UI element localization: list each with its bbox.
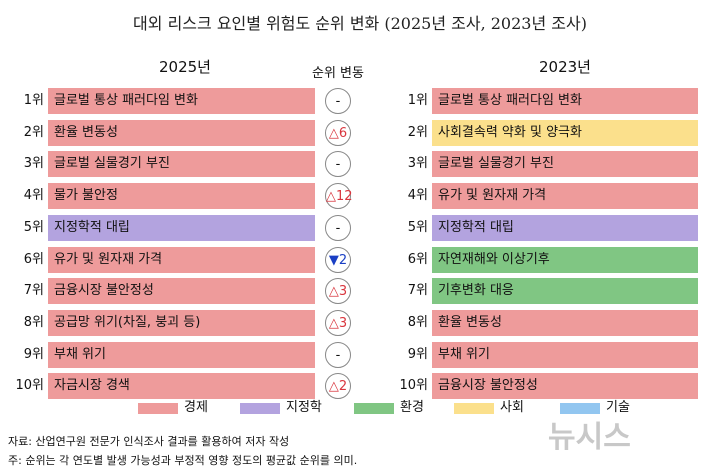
rank-label: 4위 [407,188,428,204]
rank-label: 1위 [407,93,428,108]
risk-bar: 물가 불안정 [48,183,315,210]
risk-bar: 공급망 위기(차질, 붕괴 등) [48,309,315,336]
source-note: 자료: 산업연구원 전문가 인식조사 결과를 활용하여 저자 작성 [8,435,290,448]
risk-bar: 글로벌 통상 패러다임 변화 [48,88,315,114]
rank-change: - [325,88,351,114]
title: 대외 리스크 요인별 위험도 순위 변화 (2025년 조사, 2023년 조사… [133,14,587,33]
rank-label: 1위 [23,93,44,108]
risk-bar: 유가 및 원자재 가격 [432,183,698,210]
risk-bar: 자금시장 경색 [48,373,315,400]
risk-bar: 기후변화 대응 [432,278,698,305]
rank-label: 2위 [23,124,44,140]
rank-change: △3 [325,278,351,305]
rank-change: ▼2 [325,246,351,273]
legend-swatch [454,403,494,414]
legend-swatch [240,403,280,414]
legend-label: 사회 [500,400,524,415]
legend-label: 경제 [184,400,208,415]
risk-bar: 글로벌 실물경기 부진 [48,151,315,178]
legend-swatch [354,403,394,414]
rank-label: 3위 [23,156,44,172]
rank-label: 9위 [23,346,44,362]
rank-change: △2 [325,373,351,400]
footnote: 주: 순위는 각 연도별 발생 가능성과 부정적 영향 정도의 평균값 순위를 … [8,454,358,467]
risk-bar: 금융시장 불안정성 [48,278,315,305]
rank-label: 10위 [399,378,428,394]
watermark: 뉴시스 [548,420,631,455]
rank-label: 7위 [407,283,428,299]
rank-label: 6위 [23,251,44,267]
rank-label: 9위 [407,346,428,362]
legend-label: 기술 [606,400,630,415]
legend-swatch [560,403,600,414]
risk-bar: 부채 위기 [48,341,315,368]
rank-label: 2위 [407,124,428,140]
risk-bar: 유가 및 원자재 가격 [48,246,315,273]
rank-change: △6 [325,119,351,146]
risk-bar: 금융시장 불안정성 [432,373,698,400]
header-2023: 2023년 [539,58,591,76]
rank-label: 8위 [407,314,428,330]
rank-change: △3 [325,309,351,336]
rank-change: - [325,214,351,241]
risk-bar: 부채 위기 [432,341,698,368]
rank-label: 8위 [23,314,44,330]
legend-label: 환경 [400,400,424,415]
risk-bar: 환율 변동성 [432,309,698,336]
header-change: 순위 변동 [312,66,364,81]
legend-label: 지정학 [286,400,322,415]
risk-bar: 자연재해와 이상기후 [432,246,698,273]
risk-bar: 환율 변동성 [48,119,315,146]
rank-label: 6위 [407,251,428,267]
rank-label: 5위 [407,219,428,235]
rank-change: - [325,341,351,368]
legend-swatch [138,403,178,414]
risk-bar: 지정학적 대립 [48,214,315,241]
risk-bar: 사회결속력 약화 및 양극화 [432,119,698,146]
risk-bar: 글로벌 통상 패러다임 변화 [432,88,698,114]
rank-change: - [325,151,351,178]
rank-change: △12 [325,183,353,210]
header-2025: 2025년 [159,58,211,76]
risk-bar: 글로벌 실물경기 부진 [432,151,698,178]
rank-label: 5위 [23,219,44,235]
risk-bar: 지정학적 대립 [432,214,698,241]
rank-label: 10위 [15,378,44,394]
rank-label: 7위 [23,283,44,299]
rank-label: 3위 [407,156,428,172]
rank-label: 4위 [23,188,44,204]
